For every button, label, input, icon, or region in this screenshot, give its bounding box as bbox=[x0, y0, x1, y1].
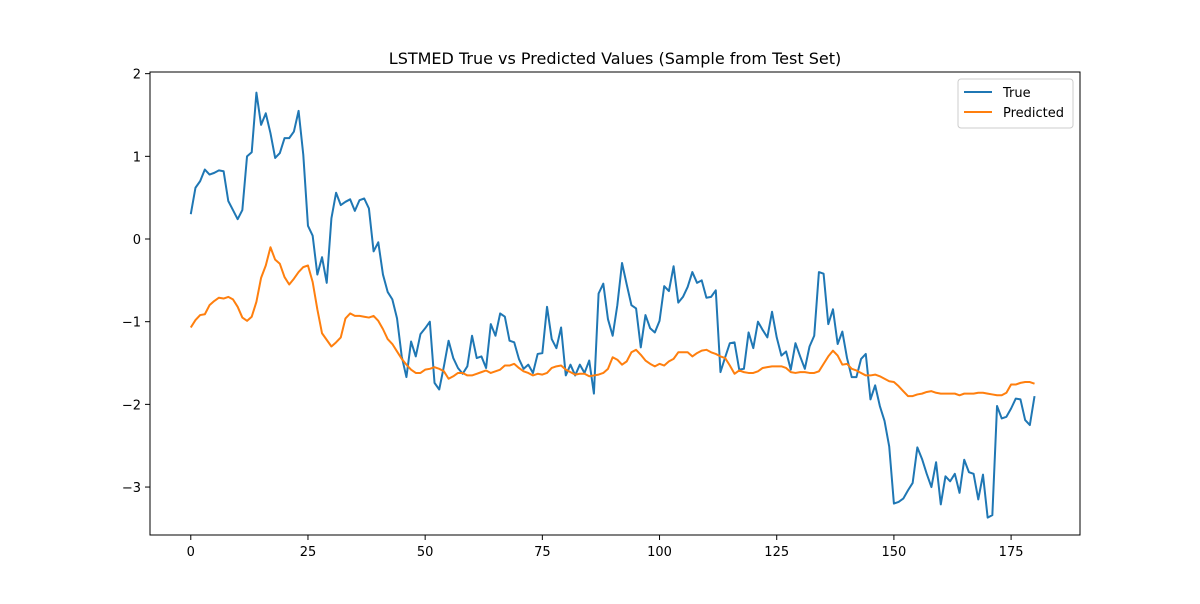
y-tick-label: 1 bbox=[133, 150, 141, 165]
series-line-true bbox=[189, 91, 1036, 519]
legend-label-true: True bbox=[1002, 86, 1031, 101]
x-tick-label: 50 bbox=[417, 545, 434, 560]
y-tick-label: 0 bbox=[133, 233, 141, 248]
x-tick-label: 175 bbox=[999, 545, 1024, 560]
y-tick-label: −2 bbox=[122, 398, 141, 413]
x-tick-label: 75 bbox=[534, 545, 551, 560]
series-line-predicted bbox=[189, 246, 1035, 398]
x-tick-label: 100 bbox=[647, 545, 672, 560]
x-tick-label: 0 bbox=[187, 545, 195, 560]
x-tick-label: 125 bbox=[764, 545, 789, 560]
plot-lines bbox=[189, 91, 1036, 519]
legend-label-predicted: Predicted bbox=[1003, 106, 1064, 121]
legend: True Predicted bbox=[957, 78, 1074, 129]
plot-area-frame bbox=[149, 71, 1081, 536]
x-tick-label: 150 bbox=[881, 545, 906, 560]
y-tick-label: −1 bbox=[122, 316, 141, 331]
x-tick-label: 25 bbox=[300, 545, 317, 560]
chart-title: LSTMED True vs Predicted Values (Sample … bbox=[389, 49, 841, 68]
y-tick-label: 2 bbox=[133, 68, 141, 83]
y-tick-label: −3 bbox=[122, 481, 141, 496]
y-axis: −3 −2 −1 0 1 2 bbox=[122, 68, 150, 496]
x-axis: 0 25 50 75 100 125 150 175 bbox=[187, 535, 1024, 560]
